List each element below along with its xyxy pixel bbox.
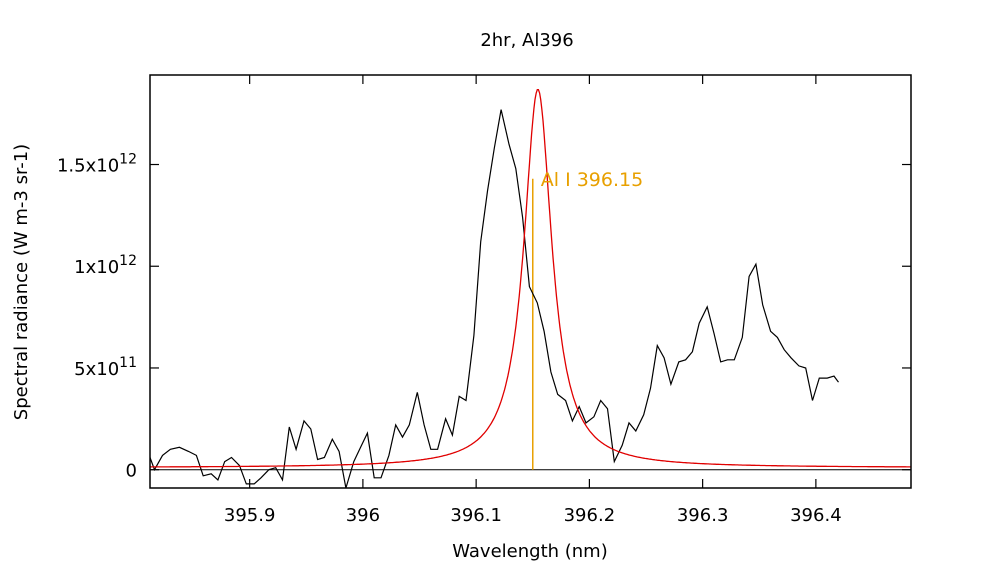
y-tick-label: 1x1012	[74, 253, 137, 278]
x-tick-label: 396.2	[564, 505, 616, 526]
x-tick-label: 396.3	[677, 505, 729, 526]
measured-spectrum-line	[150, 109, 839, 488]
chart-title: 2hr, Al396	[480, 30, 573, 51]
y-tick-label: 1.5x1012	[57, 152, 137, 177]
plot-frame	[149, 74, 912, 489]
annotation-label: Al I 396.15	[541, 169, 643, 191]
y-tick-label: 5x1011	[74, 355, 137, 380]
x-axis-label: Wavelength (nm)	[452, 541, 608, 562]
x-tick-label: 396.4	[790, 505, 842, 526]
x-axis: 395.9 396 396.1 396.2 396.3 396.4	[224, 75, 842, 526]
x-tick-label: 396.1	[450, 505, 502, 526]
y-axis-label: Spectral radiance (W m-3 sr-1)	[11, 144, 32, 420]
x-tick-label: 396	[346, 505, 380, 526]
plot-area: Al I 396.15	[150, 89, 911, 488]
y-tick-label: 0	[126, 461, 137, 482]
fit-profile-line	[150, 89, 911, 468]
y-axis: 0 5x1011 1x1012 1.5x1012	[57, 152, 911, 482]
x-tick-label: 395.9	[224, 505, 276, 526]
